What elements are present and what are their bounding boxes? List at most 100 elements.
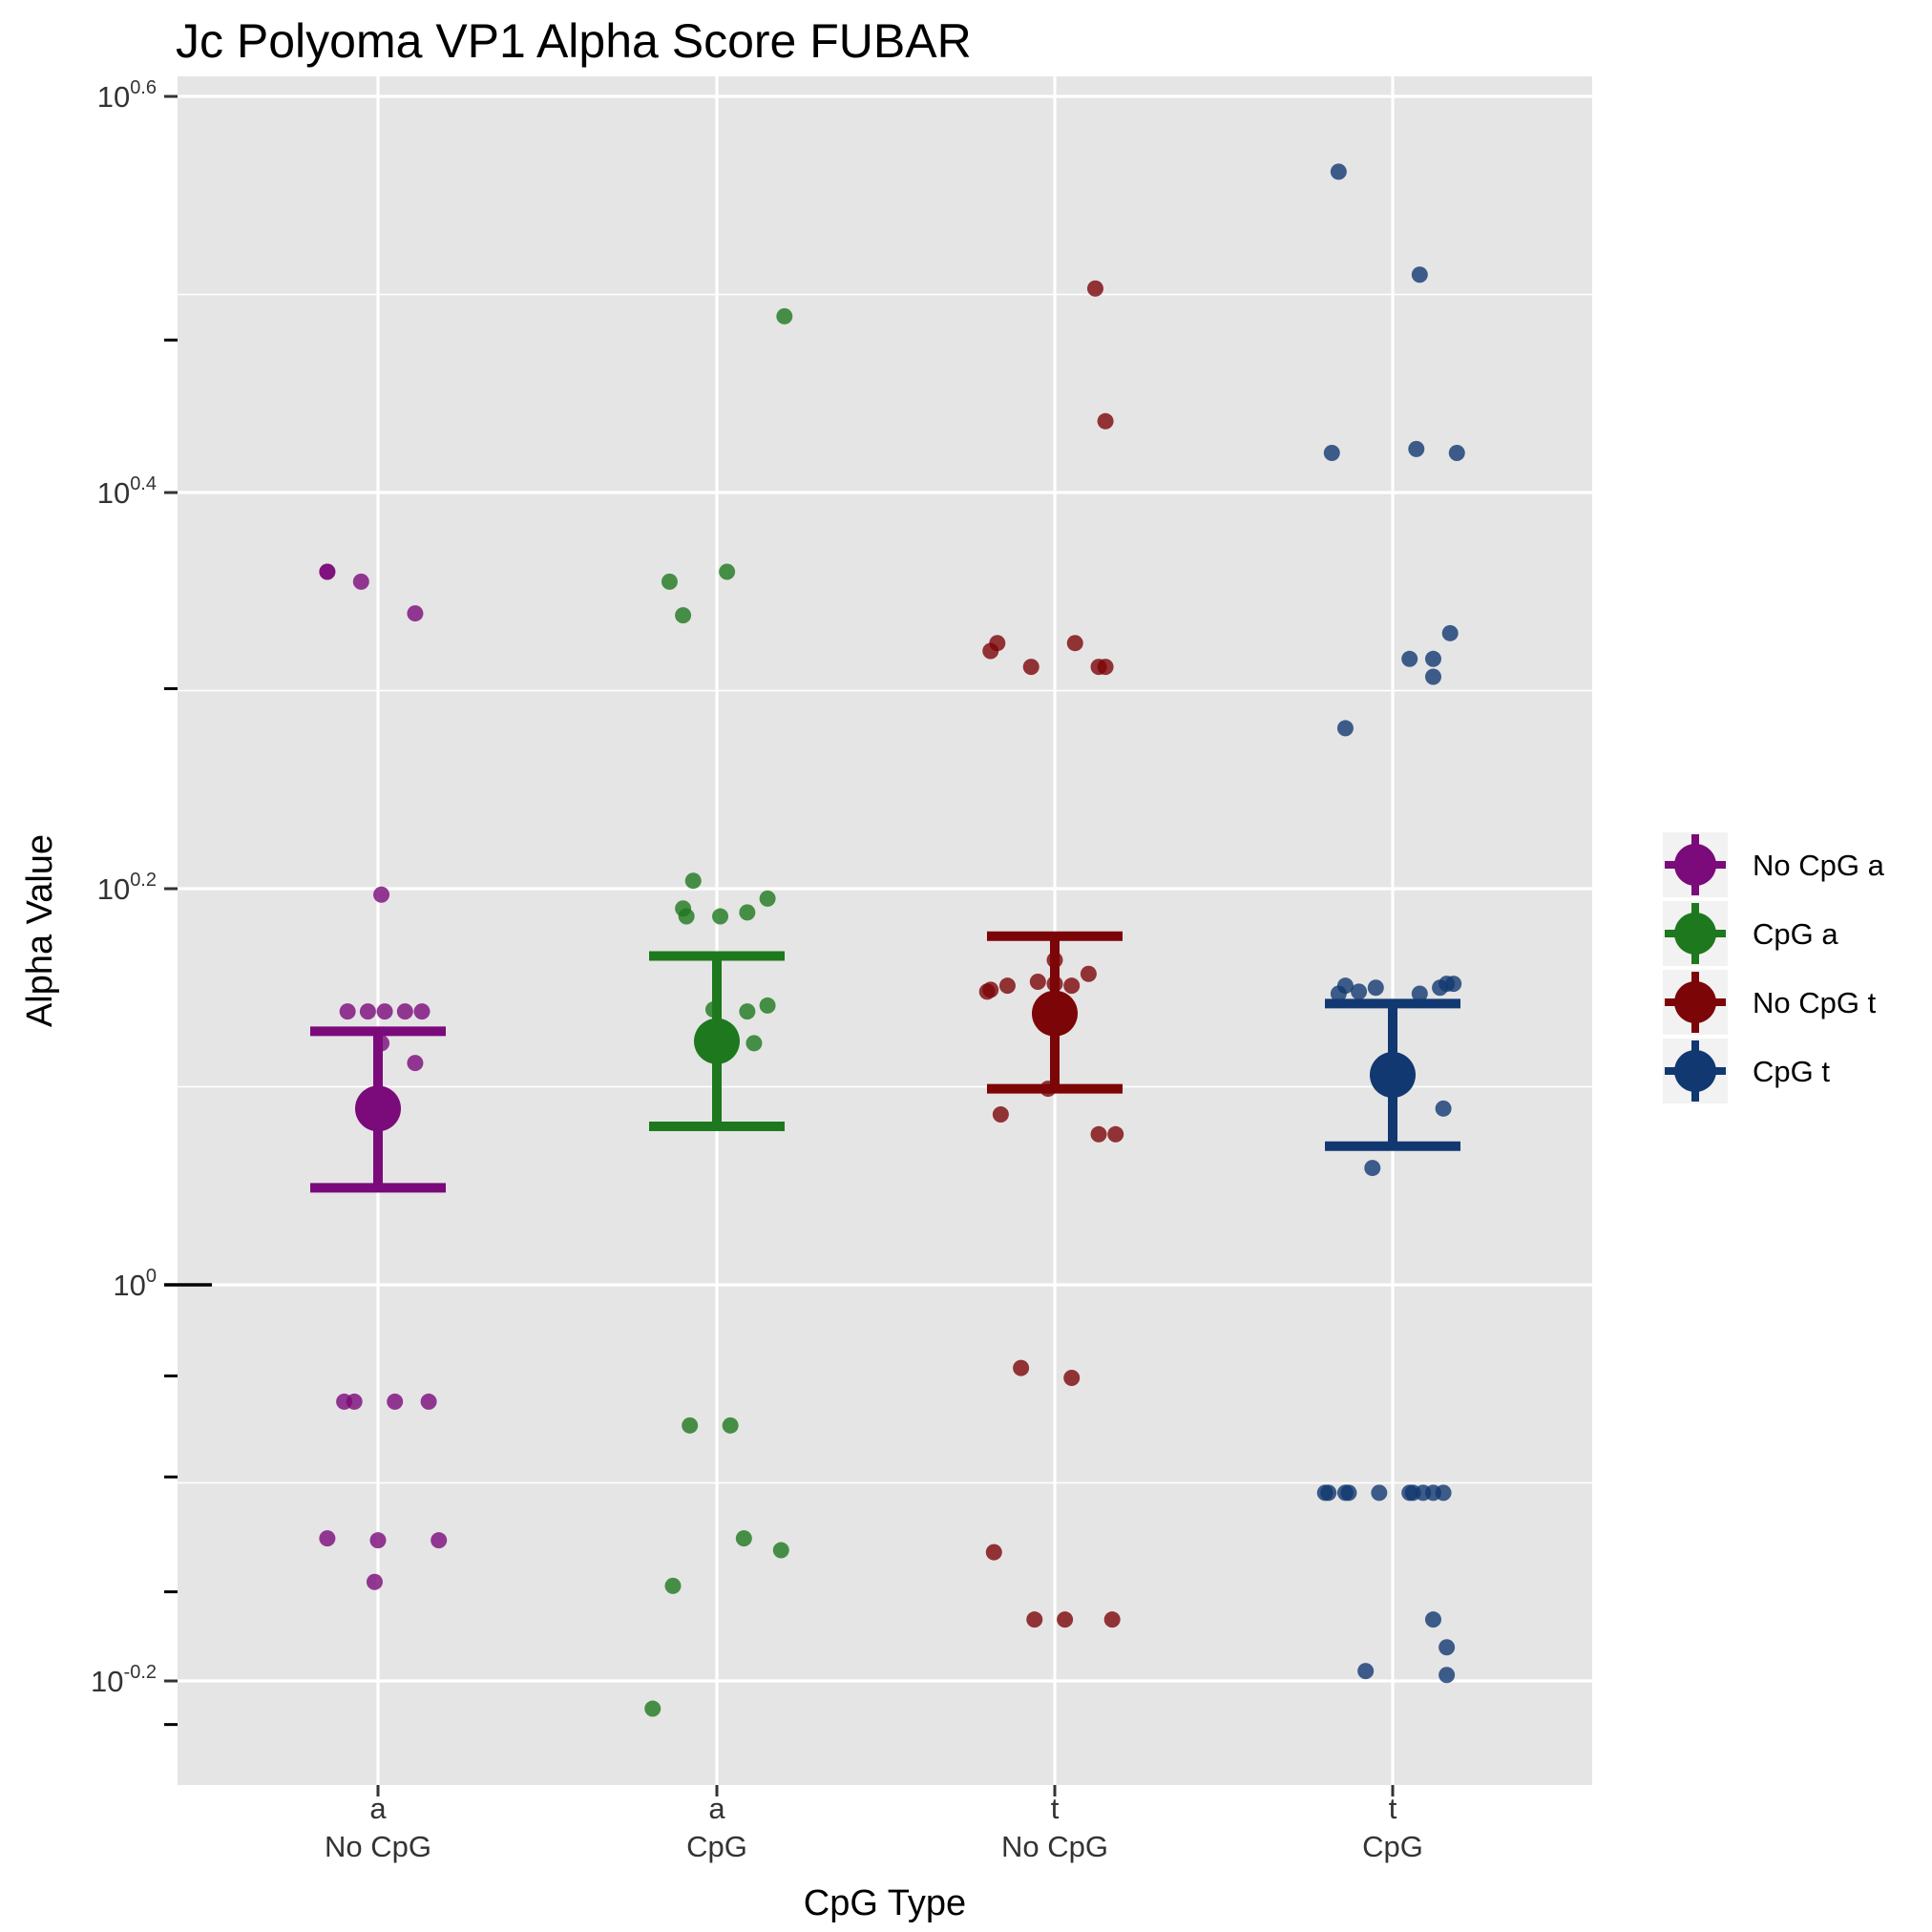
data-point [1063, 1370, 1081, 1387]
data-point [1066, 635, 1083, 652]
legend-key-point [1674, 913, 1716, 955]
data-point [1432, 979, 1449, 997]
data-point [746, 1035, 763, 1052]
data-point [1013, 1359, 1030, 1376]
data-point [346, 1393, 363, 1410]
data-point [1080, 965, 1097, 982]
y-axis-title: Alpha Value [20, 834, 60, 1027]
data-point [1401, 650, 1418, 667]
data-point [739, 904, 756, 921]
legend-label: No CpG a [1753, 849, 1885, 882]
data-point [407, 1055, 424, 1072]
data-point [982, 642, 999, 660]
data-point [985, 1544, 1002, 1561]
data-point [352, 573, 369, 590]
data-point [998, 977, 1016, 995]
data-point [1367, 979, 1384, 997]
mean-error-bars [310, 931, 1460, 1193]
data-point [1438, 1639, 1456, 1656]
legend-key-point [1674, 981, 1716, 1023]
data-point [1364, 1160, 1381, 1177]
chart-title: Jc Polyoma VP1 Alpha Score FUBAR [176, 14, 972, 68]
legend-label: CpG a [1753, 917, 1838, 951]
data-point [1029, 974, 1046, 991]
x-tick-label-letter: a [369, 1792, 387, 1825]
legend-label: No CpG t [1753, 986, 1877, 1019]
data-point [1424, 1611, 1441, 1628]
data-point [359, 1003, 376, 1020]
y-tick-label: 100.4 [97, 473, 157, 510]
data-point [420, 1393, 437, 1410]
mean-point [1032, 990, 1078, 1037]
legend-key-point [1674, 844, 1716, 886]
mean-point [355, 1085, 401, 1132]
x-tick-label-letter: t [1051, 1792, 1060, 1825]
y-tick-label: 100 [113, 1266, 157, 1302]
data-point [664, 1577, 682, 1594]
data-point [1424, 668, 1441, 685]
data-point [1090, 1125, 1107, 1143]
data-point [678, 908, 695, 925]
data-point [739, 1003, 756, 1020]
y-tick-label: 100.6 [97, 77, 157, 114]
data-point [1435, 1100, 1452, 1117]
data-point [978, 983, 996, 1000]
data-point [396, 1003, 413, 1020]
data-point [684, 872, 702, 890]
x-tick-label-letter: a [708, 1792, 725, 1825]
data-point [682, 1417, 699, 1434]
data-point [1097, 659, 1114, 676]
plot-panel [178, 76, 1592, 1785]
data-point [319, 563, 336, 580]
data-point [661, 573, 678, 590]
mean-point [1370, 1052, 1416, 1099]
x-tick-label-cpg: CpG [1362, 1830, 1423, 1863]
x-tick-label-letter: t [1389, 1792, 1397, 1825]
data-point [1408, 440, 1425, 457]
data-point [1411, 985, 1428, 1002]
data-point [1103, 1611, 1121, 1628]
y-tick-label: 10-0.2 [91, 1662, 157, 1698]
legend-key-point [1674, 1050, 1716, 1092]
data-point [407, 605, 424, 622]
data-point [722, 1417, 739, 1434]
grid-lines [178, 76, 1592, 1785]
data-point [1351, 983, 1368, 1000]
data-point [376, 1003, 393, 1020]
data-point [644, 1700, 662, 1717]
data-point [772, 1542, 789, 1559]
data-point [1435, 1484, 1452, 1502]
data-point [1411, 266, 1428, 284]
data-point [1022, 659, 1040, 676]
x-tick-label-cpg: No CpG [325, 1830, 431, 1863]
data-point [1057, 1611, 1074, 1628]
data-point [1026, 1611, 1043, 1628]
data-point [1448, 445, 1465, 461]
data-point [1371, 1484, 1388, 1502]
data-point [369, 1532, 387, 1549]
data-point [373, 886, 390, 903]
data-point [413, 1003, 430, 1020]
legend: No CpG a CpG a No CpG t CpG t [1663, 832, 1885, 1103]
data-point [1424, 650, 1441, 667]
data-point [430, 1532, 448, 1549]
data-point [1438, 1667, 1456, 1684]
data-point [1330, 163, 1347, 180]
data-point [339, 1003, 356, 1020]
data-point [992, 1106, 1009, 1124]
data-point [1323, 445, 1340, 461]
data-point [1445, 976, 1462, 993]
data-point [319, 1530, 336, 1547]
data-point [1063, 977, 1081, 995]
data-point [1107, 1125, 1124, 1143]
data-point [366, 1573, 383, 1590]
data-point [675, 607, 692, 624]
data-point [1097, 412, 1114, 430]
data-point [1336, 720, 1354, 737]
data-point [776, 307, 793, 325]
data-point [712, 908, 729, 925]
axes: 100.6 100.4 100.2 100 10-0.2 a No CpG a CpG t No C… [91, 77, 1423, 1863]
data-point [387, 1393, 404, 1410]
